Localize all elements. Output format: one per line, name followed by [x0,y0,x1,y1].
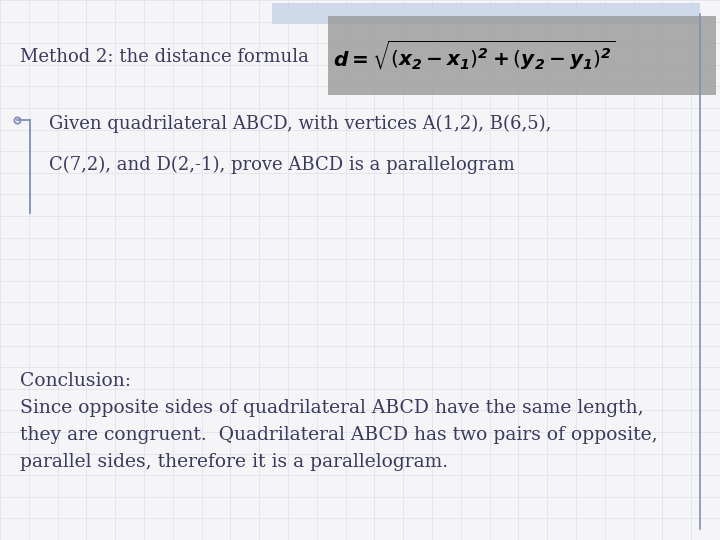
Text: $\bfit{d} = \sqrt{\left(\bfit{x}_2 - \bfit{x}_1\right)^2 + \left(\bfit{y}_2 - \b: $\bfit{d} = \sqrt{\left(\bfit{x}_2 - \bf… [333,38,616,72]
Text: Method 2: the distance formula: Method 2: the distance formula [20,48,309,66]
Text: Conclusion:: Conclusion: [20,372,131,390]
Text: Since opposite sides of quadrilateral ABCD have the same length,: Since opposite sides of quadrilateral AB… [20,399,644,417]
Text: Given quadrilateral ABCD, with vertices A(1,2), B(6,5),: Given quadrilateral ABCD, with vertices … [49,115,552,133]
Text: they are congruent.  Quadrilateral ABCD has two pairs of opposite,: they are congruent. Quadrilateral ABCD h… [20,426,658,444]
Bar [272,3,700,24]
Text: parallel sides, therefore it is a parallelogram.: parallel sides, therefore it is a parall… [20,453,449,471]
Bar [328,16,716,94]
Text: C(7,2), and D(2,-1), prove ABCD is a parallelogram: C(7,2), and D(2,-1), prove ABCD is a par… [49,156,515,174]
